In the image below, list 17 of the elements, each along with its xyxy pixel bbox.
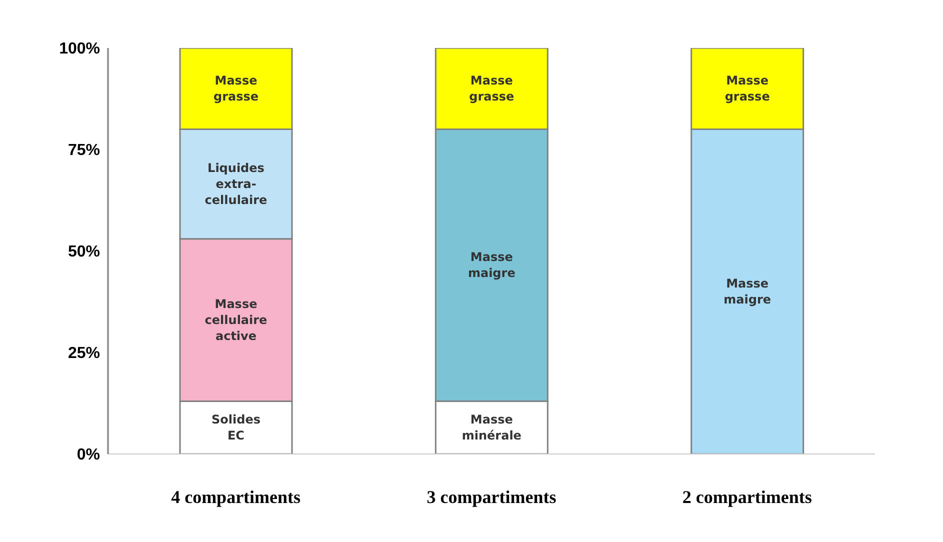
- y-tick-label: 0%: [76, 446, 100, 464]
- x-tick-label: 2 compartiments: [682, 486, 812, 507]
- text: Masse maigre: [724, 276, 772, 307]
- series-label: Solides EC: [212, 412, 260, 443]
- series-label: Liquides extra-cellulaire: [204, 161, 268, 208]
- series-label: Masse maigre: [468, 250, 516, 280]
- x-tick-label: 4 compartiments: [171, 486, 301, 507]
- series-label: Masse grasse: [213, 74, 259, 104]
- text: Masse grasse: [469, 74, 514, 104]
- text: Masse grasse: [724, 74, 770, 104]
- y-tick-label: 50%: [68, 244, 100, 261]
- x-tick-label: 3 compartiments: [426, 486, 556, 507]
- y-tick-label: 100%: [59, 40, 100, 58]
- y-tick-label: 25%: [68, 345, 100, 362]
- y-tick-label: 75%: [68, 142, 100, 160]
- series-label: Masse minérale: [462, 412, 522, 443]
- series-label: Masse cellulaire active: [204, 297, 268, 344]
